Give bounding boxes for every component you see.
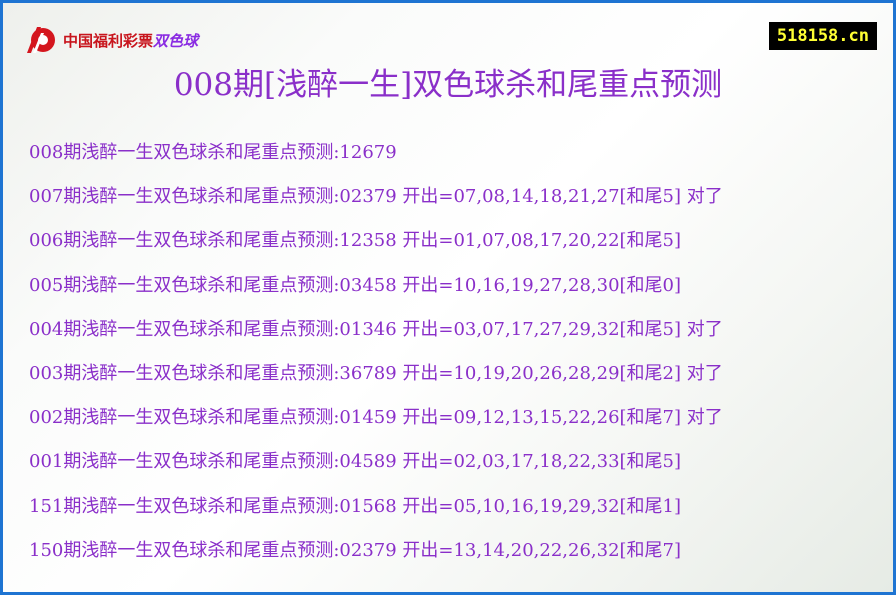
logo-brand: 双色球 (153, 31, 199, 50)
lottery-logo: 中国福利彩票双色球 (23, 25, 198, 55)
list-item: 006期浅醉一生双色球杀和尾重点预测:12358 开出=01,07,08,17,… (29, 230, 682, 252)
list-item: 003期浅醉一生双色球杀和尾重点预测:36789 开出=10,19,20,26,… (29, 363, 723, 385)
list-item: 150期浅醉一生双色球杀和尾重点预测:02379 开出=13,14,20,22,… (29, 539, 682, 561)
list-item: 001期浅醉一生双色球杀和尾重点预测:04589 开出=02,03,17,18,… (29, 451, 682, 473)
prediction-list: 008期浅醉一生双色球杀和尾重点预测:12679 007期浅醉一生双色球杀和尾重… (29, 131, 723, 573)
site-badge: 518158.cn (768, 22, 877, 50)
page-title: 008期[浅醉一生]双色球杀和尾重点预测 (173, 67, 723, 103)
logo-text: 中国福利彩票 (63, 31, 154, 50)
list-item: 007期浅醉一生双色球杀和尾重点预测:02379 开出=07,08,14,18,… (29, 186, 723, 208)
list-item: 004期浅醉一生双色球杀和尾重点预测:01346 开出=03,07,17,27,… (29, 318, 723, 340)
list-item: 151期浅醉一生双色球杀和尾重点预测:01568 开出=05,10,16,19,… (29, 495, 682, 517)
welfare-lottery-logo-icon (27, 27, 55, 53)
list-item: 008期浅醉一生双色球杀和尾重点预测:12679 (29, 142, 397, 163)
list-item: 002期浅醉一生双色球杀和尾重点预测:01459 开出=09,12,13,15,… (29, 407, 723, 429)
list-item: 005期浅醉一生双色球杀和尾重点预测:03458 开出=10,16,19,27,… (29, 274, 682, 296)
